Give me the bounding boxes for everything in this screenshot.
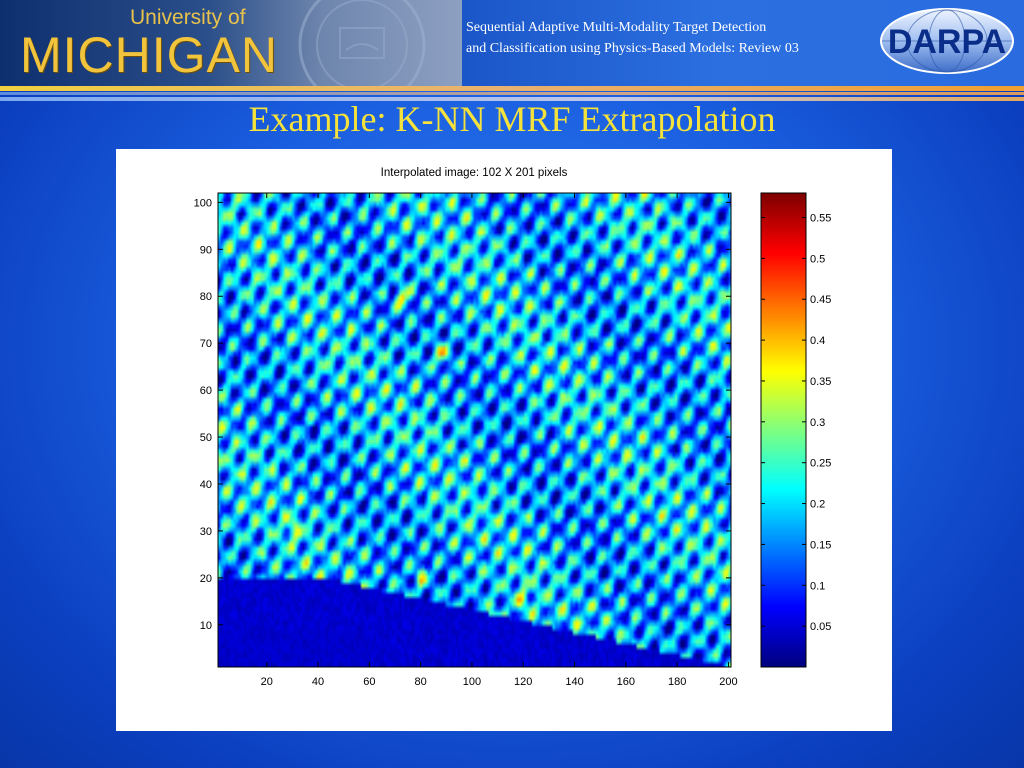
colorbar-tick-label: 0.4: [810, 335, 825, 347]
colorbar-image: [761, 193, 806, 667]
x-tick-label: 80: [415, 676, 427, 688]
colorbar-axis: 0.05 0.1 0.15 0.2 0.25 0.3 0.35 0.4 0.45 0.5 0.55: [761, 213, 831, 633]
header-stripe: [0, 86, 1024, 91]
logo-michigan-text: MICHIGAN: [20, 27, 278, 83]
y-tick-label: 10: [200, 620, 212, 632]
y-axis: 10 20 30 40 50 60 70 80 90 100: [194, 197, 731, 632]
y-tick-label: 20: [200, 573, 212, 585]
darpa-logo: DARPA: [880, 8, 1014, 74]
project-title-line-2: and Classification using Physics-Based M…: [466, 41, 799, 56]
plot-frame: [217, 192, 732, 668]
x-axis: 20 40 60 80 100 120 140 160 180 200: [261, 193, 738, 688]
chart-title: Interpolated image: 102 X 201 pixels: [381, 167, 568, 179]
slide-title: Example: K-NN MRF Extrapolation: [248, 99, 776, 139]
x-tick-label: 20: [261, 676, 273, 688]
colorbar-tick-label: 0.1: [810, 580, 825, 592]
y-tick-label: 90: [200, 244, 212, 256]
colorbar-tick-label: 0.15: [810, 539, 831, 551]
logo-university-text: University of: [130, 6, 246, 29]
y-tick-label: 70: [200, 338, 212, 350]
colorbar-tick-label: 0.3: [810, 417, 825, 429]
colorbar-tick-label: 0.25: [810, 458, 831, 470]
colorbar-tick-label: 0.35: [810, 376, 831, 388]
university-seal-watermark: [298, 0, 426, 86]
header-bar: University of MICHIGAN Sequential Adapti…: [0, 0, 1024, 86]
header-stripe: [0, 97, 1024, 101]
heatmap-image: [218, 193, 731, 667]
header-stripe: [0, 92, 1024, 95]
y-tick-label: 100: [194, 197, 212, 209]
colorbar-tick-label: 0.05: [810, 621, 831, 633]
colorbar-tick-label: 0.45: [810, 294, 831, 306]
project-title-line-1: Sequential Adaptive Multi-Modality Targe…: [466, 20, 767, 35]
y-tick-label: 60: [200, 385, 212, 397]
university-logo: University of MICHIGAN: [0, 0, 462, 86]
colorbar-tick-label: 0.2: [810, 499, 825, 511]
heatmap-figure: Interpolated image: 102 X 201 pixels 20 4…: [194, 167, 832, 688]
figure-panel: Interpolated image: 102 X 201 pixels 20 4…: [116, 149, 892, 731]
y-tick-label: 80: [200, 291, 212, 303]
darpa-logo-text: DARPA: [888, 23, 1006, 61]
x-tick-label: 60: [363, 676, 375, 688]
x-tick-label: 200: [719, 676, 737, 688]
x-tick-label: 40: [312, 676, 324, 688]
y-tick-label: 30: [200, 526, 212, 538]
x-tick-label: 100: [463, 676, 481, 688]
y-tick-label: 40: [200, 479, 212, 491]
y-tick-label: 50: [200, 432, 212, 444]
x-tick-label: 120: [514, 676, 532, 688]
colorbar-tick-label: 0.5: [810, 253, 825, 265]
colorbar-tick-label: 0.55: [810, 213, 831, 225]
x-tick-label: 160: [617, 676, 635, 688]
x-tick-label: 180: [668, 676, 686, 688]
colorbar-frame: [760, 192, 807, 668]
x-tick-label: 140: [565, 676, 583, 688]
